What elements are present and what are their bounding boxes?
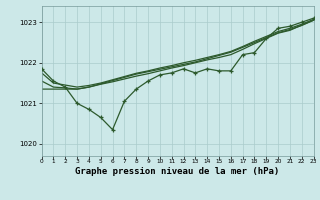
X-axis label: Graphe pression niveau de la mer (hPa): Graphe pression niveau de la mer (hPa) [76,167,280,176]
